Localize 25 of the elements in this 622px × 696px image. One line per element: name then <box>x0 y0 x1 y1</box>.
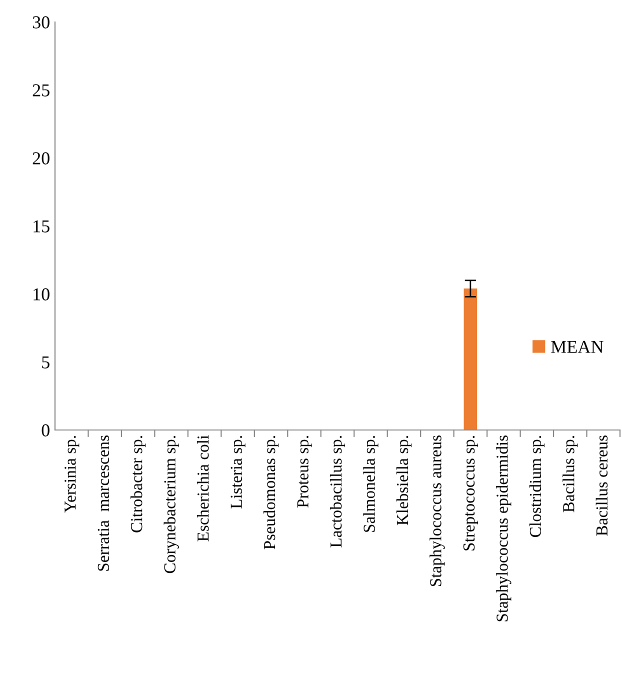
y-tick-label: 15 <box>34 220 50 232</box>
x-tick-label: Streptococcus sp. <box>463 436 478 550</box>
x-tick-label: Escherichia coli <box>197 435 209 542</box>
x-tick-label: Lactobacillus sp. <box>330 436 346 548</box>
x-tick-label: Bacillus sp. <box>562 436 578 512</box>
y-tick-label: 30 <box>32 16 50 28</box>
x-tick-label: Salmonella sp. <box>363 436 378 532</box>
x-tick-label: Pseudomonas sp. <box>263 436 279 550</box>
legend-label: MEAN <box>551 340 604 353</box>
x-tick-label: Staphylococcus aureus <box>430 436 445 586</box>
x-tick-label: Citrobacter sp. <box>130 436 146 532</box>
x-tick-label: Serratia marcescens <box>98 436 110 571</box>
y-tick-label: 0 <box>42 424 50 436</box>
x-tick-label: Bacillus cereus <box>596 436 608 536</box>
y-tick-label: 10 <box>34 288 50 300</box>
y-tick-label: 25 <box>32 84 50 96</box>
y-tick-label: 20 <box>32 152 50 164</box>
x-tick-label: Yersinia sp. <box>64 436 80 513</box>
y-tick-label: 5 <box>42 356 50 368</box>
x-tick-label: Proteus sp. <box>297 436 312 508</box>
x-tick-label: Listeria sp. <box>230 436 246 508</box>
x-tick-label: Corynebacterium sp. <box>164 436 179 574</box>
x-tick-label: Clostridium sp. <box>529 436 544 538</box>
x-tick-label: Staphylococcus epidermidis <box>496 436 512 622</box>
x-tick-label: Klebsiella sp. <box>396 436 412 526</box>
